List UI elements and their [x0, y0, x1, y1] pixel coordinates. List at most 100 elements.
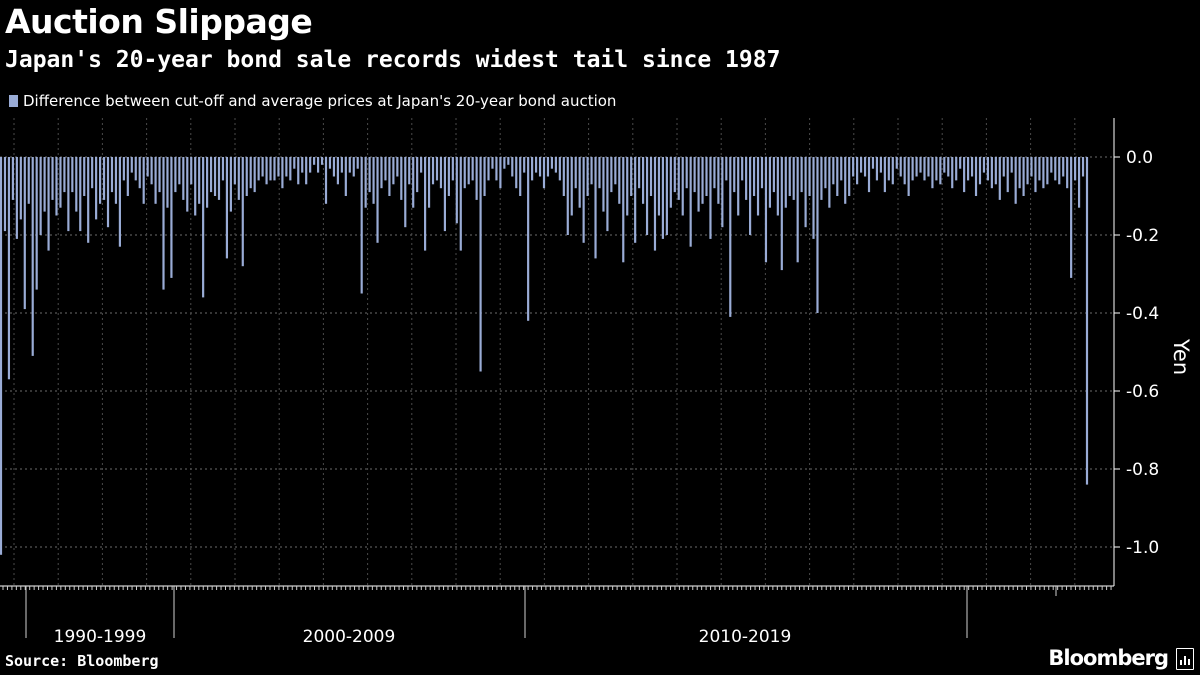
bar [701, 157, 704, 204]
bar [340, 157, 343, 173]
bar [1030, 157, 1033, 177]
bar [1014, 157, 1017, 204]
bar [542, 157, 546, 189]
bar [487, 157, 490, 181]
bar [669, 157, 672, 208]
bar [368, 157, 371, 193]
bar [150, 157, 153, 185]
bar [622, 157, 625, 263]
bar [146, 157, 149, 177]
bar [903, 157, 906, 185]
bar [863, 157, 867, 177]
bar [717, 157, 720, 204]
bar [424, 157, 427, 251]
bar [67, 157, 70, 232]
bar [79, 157, 82, 232]
y-tick-label: -0.6 [1126, 382, 1159, 402]
bar [233, 157, 236, 185]
bar [1018, 157, 1021, 189]
bar [43, 157, 46, 212]
bar [217, 157, 221, 200]
bar [784, 157, 787, 208]
bar [91, 157, 94, 189]
bar [562, 157, 565, 196]
bar [174, 157, 177, 193]
bar [705, 157, 708, 196]
x-decade-label: 1990-1999 [54, 627, 147, 647]
bar [665, 157, 668, 235]
bar [400, 157, 403, 200]
bar [348, 157, 351, 173]
bar [396, 157, 399, 177]
bar [376, 157, 379, 243]
bar [281, 157, 284, 189]
bar [618, 157, 621, 204]
bar [986, 157, 990, 181]
chart-subtitle: Japan's 20-year bond sale records widest… [5, 47, 781, 73]
bar [162, 157, 165, 290]
bar [27, 157, 30, 204]
bar [435, 157, 439, 181]
bar [249, 157, 252, 189]
bar [114, 157, 118, 204]
bar [463, 157, 466, 189]
bar [951, 157, 954, 189]
bar [657, 157, 661, 216]
bar [1058, 157, 1061, 185]
bar [451, 157, 454, 181]
bar [23, 157, 26, 310]
bar [578, 157, 581, 208]
bar [237, 157, 240, 200]
x-decade-label: 2010-2019 [699, 627, 792, 647]
y-tick-label: 0.0 [1126, 148, 1153, 168]
bar [1085, 157, 1089, 485]
bar [19, 157, 22, 220]
bar [990, 157, 993, 189]
bar [316, 157, 320, 173]
bar [194, 157, 197, 216]
bar [332, 157, 336, 177]
legend: Difference between cut-off and average p… [9, 91, 616, 111]
bar [836, 157, 839, 196]
bar [749, 157, 752, 235]
bar [927, 157, 930, 177]
bar [71, 157, 74, 193]
bar [970, 157, 974, 177]
bar [35, 157, 38, 290]
bar [412, 157, 415, 208]
bar [0, 157, 3, 555]
bar [245, 157, 248, 196]
bar [756, 157, 760, 216]
bar [939, 157, 942, 185]
bar [594, 157, 597, 259]
bar [982, 157, 986, 173]
bar [741, 157, 744, 181]
bar [721, 157, 724, 228]
bar [943, 157, 946, 173]
y-axis-label: Yen [1169, 338, 1193, 375]
bar [875, 157, 879, 181]
bar [277, 157, 280, 177]
bar [483, 157, 486, 196]
bar [507, 157, 510, 165]
bar [1006, 157, 1009, 193]
bar [47, 157, 50, 251]
bar [776, 157, 779, 216]
bar [634, 157, 637, 243]
bar [388, 157, 391, 196]
bar [895, 157, 898, 169]
bar [1066, 157, 1069, 189]
bar [55, 157, 58, 216]
bar [336, 157, 339, 185]
bar [166, 157, 169, 208]
bar [1070, 157, 1073, 278]
bar [138, 157, 141, 189]
bar [404, 157, 407, 228]
bar [852, 157, 855, 177]
bar [737, 157, 740, 216]
bar [859, 157, 863, 173]
bar [689, 157, 692, 247]
bar [832, 157, 835, 185]
bar [51, 157, 54, 200]
bar [293, 157, 296, 169]
